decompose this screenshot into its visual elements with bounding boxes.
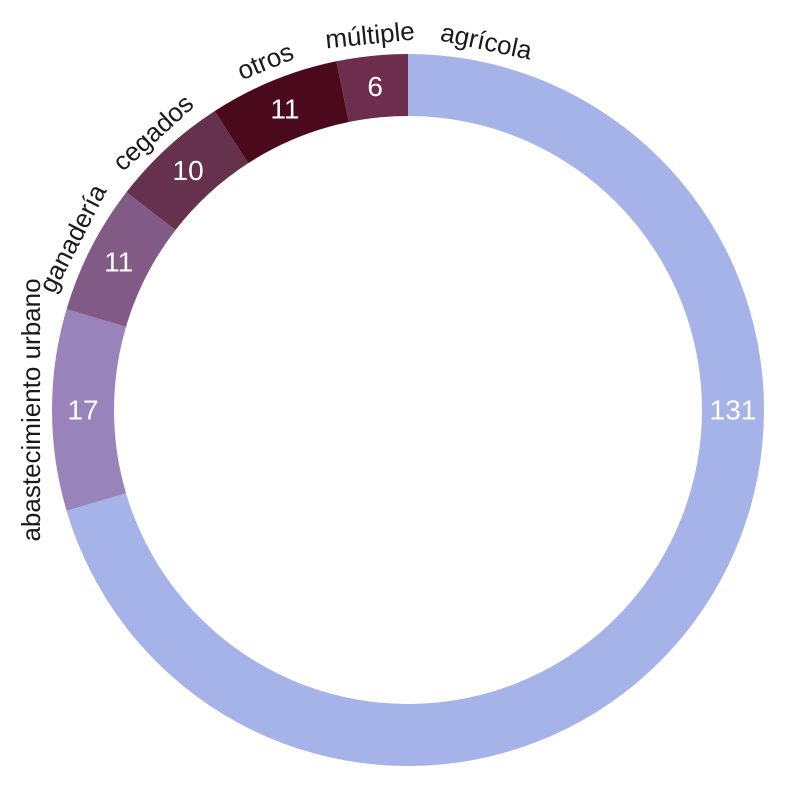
slice-cegados	[126, 111, 249, 231]
value-label-agricola: 131	[710, 395, 757, 426]
slice-abastecimiento-urbano	[51, 309, 127, 511]
slice-multiple	[336, 54, 408, 123]
value-label-abastecimiento-urbano: 17	[67, 395, 98, 426]
value-labels-group: 131 17 11 10 11 6	[67, 71, 756, 425]
slice-otros	[214, 61, 349, 164]
value-label-cegados: 10	[173, 155, 204, 186]
category-label-multiple: múltiple	[324, 15, 416, 54]
slice-ganaderia	[66, 192, 176, 327]
value-label-multiple: 6	[367, 71, 383, 102]
slices-group	[51, 54, 764, 766]
category-label-abastecimiento-urbano: abastecimiento urbano	[16, 278, 46, 541]
value-label-otros: 11	[270, 94, 299, 125]
value-label-ganaderia: 11	[104, 246, 133, 277]
